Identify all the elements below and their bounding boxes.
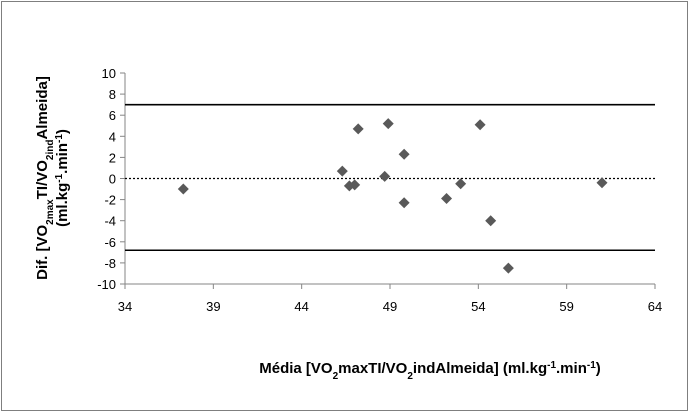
y-tick-label: 2 xyxy=(109,150,116,165)
x-tick-label: 44 xyxy=(294,299,308,314)
label-part: 2ind xyxy=(45,140,56,161)
label-part: Média [VO xyxy=(259,360,333,377)
y-tick-label: -2 xyxy=(104,193,116,208)
data-point xyxy=(502,262,514,274)
data-point xyxy=(596,177,608,189)
y-tick-label: -4 xyxy=(104,214,116,229)
label-part: maxTI/VO xyxy=(338,360,408,377)
x-tick-label: 39 xyxy=(206,299,220,314)
x-tick-label: 54 xyxy=(471,299,485,314)
label-part: -1 xyxy=(54,134,65,143)
y-axis-title: Dif. [VO2maxTI/VO2indAlmeida](ml.kg-1.mi… xyxy=(34,76,71,280)
data-point xyxy=(474,119,486,131)
y-tick-label: -6 xyxy=(104,235,116,250)
y-tick-label: 10 xyxy=(102,66,116,81)
x-tick-label: 34 xyxy=(118,299,132,314)
label-part: .min xyxy=(556,360,587,377)
y-tick-label: -8 xyxy=(104,256,116,271)
label-part: -1 xyxy=(547,360,556,371)
data-point xyxy=(382,118,394,130)
y-tick-label: 8 xyxy=(109,87,116,102)
data-point xyxy=(349,179,361,191)
x-tick-label: 59 xyxy=(559,299,573,314)
x-axis-title: Média [VO2maxTI/VO2indAlmeida] (ml.kg-1.… xyxy=(259,360,601,382)
label-part: Almeida] xyxy=(34,76,51,139)
y-tick-label: 4 xyxy=(109,129,116,144)
y-tick-label: 6 xyxy=(109,108,116,123)
label-part: ) xyxy=(54,129,71,134)
y-tick-label: 0 xyxy=(109,172,116,187)
label-part: -1 xyxy=(54,173,65,182)
label-part: TI/VO xyxy=(34,160,51,200)
label-part: .min xyxy=(54,143,71,174)
label-part: ) xyxy=(596,360,601,377)
data-point xyxy=(379,170,391,182)
y-tick-label: -10 xyxy=(97,277,116,292)
label-part: -1 xyxy=(587,360,596,371)
label-part: Dif. [VO xyxy=(34,225,51,280)
label-part: 2max xyxy=(45,199,56,225)
data-point xyxy=(336,165,348,177)
data-point xyxy=(352,123,364,135)
x-tick-label: 49 xyxy=(383,299,397,314)
data-point xyxy=(455,178,467,190)
label-part: 2 xyxy=(333,371,339,382)
data-point xyxy=(398,148,410,160)
data-point xyxy=(398,197,410,209)
y-axis-title-line2: (ml.kg-1.min-1) xyxy=(54,129,72,227)
data-point xyxy=(441,193,453,205)
y-axis-title-line1: Dif. [VO2maxTI/VO2indAlmeida] xyxy=(34,76,56,280)
label-part: 2 xyxy=(407,371,413,382)
data-point xyxy=(177,183,189,195)
label-part: indAlmeida] (ml.kg xyxy=(413,360,547,377)
x-tick-label: 64 xyxy=(648,299,662,314)
label-part: (ml.kg xyxy=(54,183,71,227)
data-point xyxy=(485,215,497,227)
